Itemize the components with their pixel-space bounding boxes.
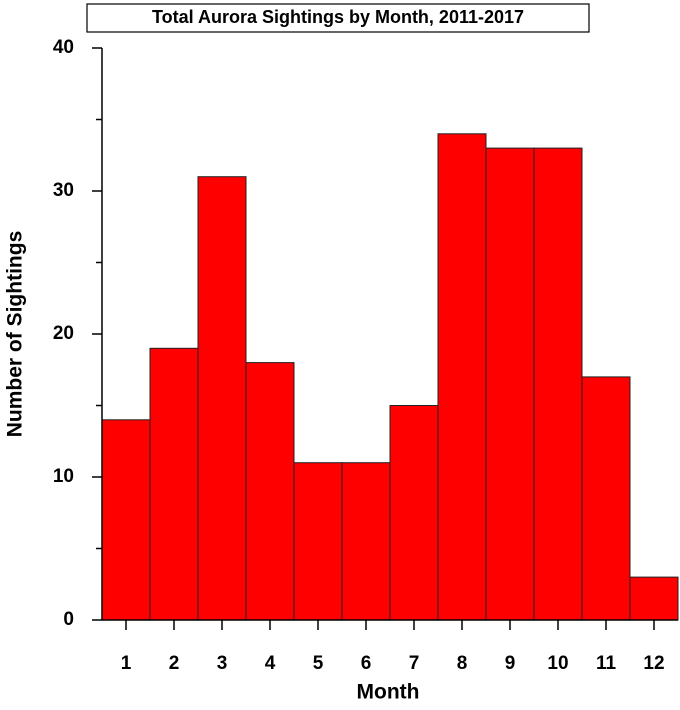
x-tick-label: 12 [643,653,664,674]
x-tick-label: 10 [547,653,568,674]
bar [341,462,391,621]
x-axis-title: Month [357,681,420,704]
y-tick-label: 10 [53,466,74,487]
title-box [86,3,590,33]
x-tick-label: 7 [409,653,420,674]
x-tick-label: 2 [169,653,180,674]
bar [197,176,247,621]
y-tick-label: 30 [53,180,74,201]
bar [437,133,487,621]
x-tick-label: 1 [121,653,132,674]
x-tick-label: 3 [217,653,228,674]
chart-title: Total Aurora Sightings by Month, 2011-20… [152,7,524,27]
y-tick-label: 40 [53,37,74,58]
y-tick-label: 20 [53,323,74,344]
bar [245,362,295,621]
bar [149,347,199,621]
x-tick-label: 9 [505,653,516,674]
bar [581,376,631,621]
bar [389,405,439,621]
bar [293,462,343,621]
x-tick-label: 11 [596,653,617,674]
y-tick-label: 0 [63,609,74,630]
x-tick-label: 5 [313,653,324,674]
x-tick-label: 4 [265,653,276,674]
bar [629,576,679,621]
bar [101,419,151,621]
x-tick-label: 8 [457,653,468,674]
x-tick-label: 6 [361,653,372,674]
bar [533,147,583,621]
y-axis-title: Number of Sightings [4,231,27,438]
bar [485,147,535,621]
